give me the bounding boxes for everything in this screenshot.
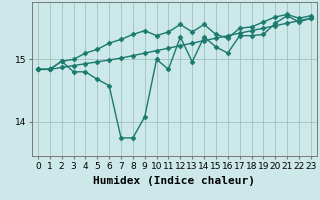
- X-axis label: Humidex (Indice chaleur): Humidex (Indice chaleur): [93, 176, 255, 186]
